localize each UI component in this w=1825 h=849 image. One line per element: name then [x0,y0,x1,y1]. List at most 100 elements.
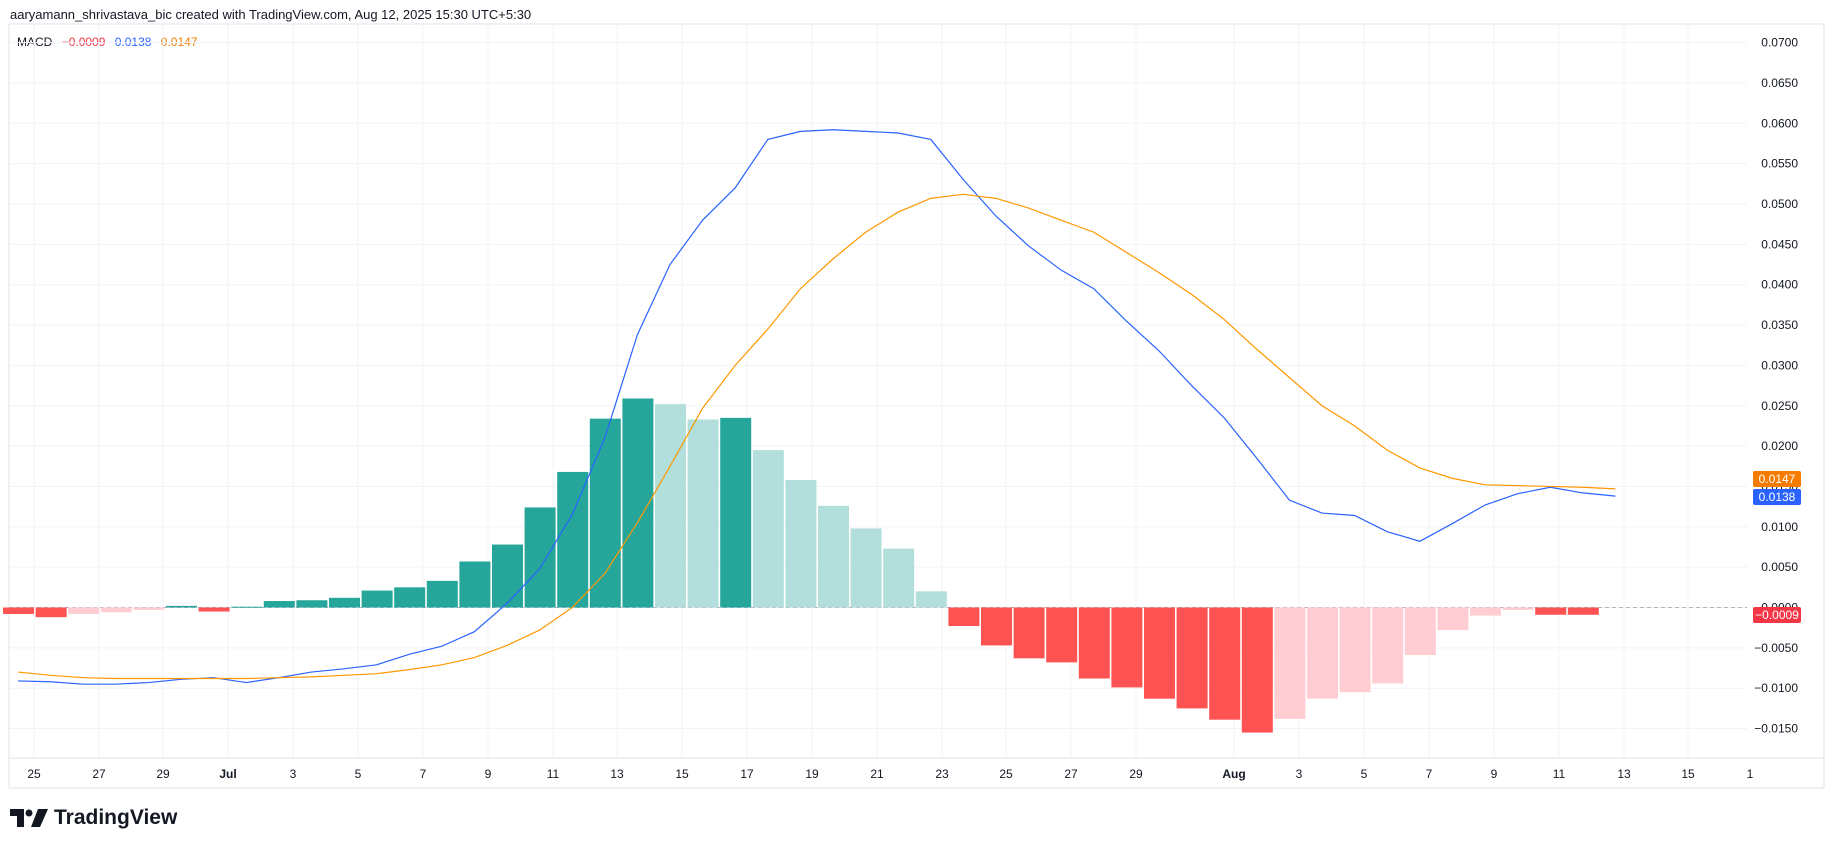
signal-line [17,193,1616,680]
signal-value-badge-text: 0.0147 [1759,472,1796,486]
histogram-bar [166,605,197,608]
x-tick-label: 23 [935,767,949,781]
histogram-bar [1176,607,1208,709]
indicator-legend[interactable]: MACD −0.0009 0.0138 0.0147 [17,35,204,49]
histogram-bar [426,580,458,608]
legend-indicator-name: MACD [17,35,53,49]
histogram-bar [394,587,426,608]
histogram-bar [1046,607,1078,663]
histogram-bar [296,600,328,608]
footer-brand: TradingView [54,806,178,829]
x-tick-label: Aug [1222,767,1245,781]
histogram-bar [948,607,980,627]
histogram-bar [133,607,165,610]
histogram-bar [1111,607,1143,688]
histogram-bar [981,607,1012,646]
histogram-bar [850,528,882,608]
x-tick-label: 25 [27,767,41,781]
signal-value-badge-bg [1753,471,1801,487]
x-tick-label: 17 [740,767,754,781]
x-tick-label: 15 [675,767,689,781]
x-tick-label: 11 [1553,767,1566,781]
y-tick-label: 0.0100 [1761,520,1798,534]
histogram-bar [35,607,67,618]
histogram-bar [231,606,263,608]
y-tick-label: −0.0050 [1754,641,1798,655]
x-tick-label: 19 [805,767,819,781]
macd-value-badge: 0.0138 [1753,489,1801,505]
price-axis[interactable]: 0.0700 0.0650 0.0600 0.0550 0.0500 0.0450 0.04… [1754,36,1798,736]
macd-line [17,129,1616,685]
x-tick-label: 13 [610,767,624,781]
histogram-bar [1502,607,1534,610]
histogram-bar [687,419,719,608]
chart-border [8,23,1825,789]
histogram-bar [100,607,132,613]
x-tick-label: 9 [485,767,492,781]
tradingview-logo-icon [10,809,48,827]
y-tick-label: 0.0200 [1761,439,1798,453]
x-tick-label: 29 [156,767,170,781]
histogram-bar [3,607,34,614]
histogram-bar [1013,607,1045,659]
x-tick-label: 15 [1681,767,1695,781]
histogram-bar [524,507,556,608]
histogram-bar [492,544,523,608]
histogram-bar [1078,607,1110,679]
histogram-bar [1209,607,1241,720]
x-tick-label: 7 [1426,767,1433,781]
x-tick-label: 1 [1747,767,1754,781]
histogram-bar [263,601,295,608]
legend-histogram-value: −0.0009 [61,35,106,49]
histogram-bar [655,404,686,608]
x-tick-label: 5 [1361,767,1368,781]
time-axis[interactable]: 25 27 29 Jul 3 5 7 9 11 13 15 17 19 21 23 25 27 29 Aug 3 5 7 9… [27,767,1753,781]
y-tick-label: 0.0350 [1761,318,1798,332]
tradingview-logo[interactable]: TradingView [10,806,177,830]
x-tick-label: 7 [420,767,427,781]
x-tick-label: 5 [355,767,362,781]
histogram-bar [589,418,621,608]
histogram-bar [915,591,947,608]
histogram-bar [752,450,784,608]
histogram-bar [1241,607,1273,733]
legend-macd-value: 0.0138 [114,35,152,49]
histogram-bar [785,479,817,608]
y-tick-label: 0.0250 [1761,399,1798,413]
x-tick-label: 21 [870,767,884,781]
histogram-value-badge-text: −0.0009 [1755,608,1799,622]
x-tick-label: 9 [1491,767,1498,781]
x-tick-label: 3 [290,767,297,781]
y-tick-label: 0.0500 [1761,197,1798,211]
histogram-bar [557,471,589,608]
y-tick-label: 0.0450 [1761,237,1798,251]
histogram-bar [1437,607,1469,631]
x-tick-label: 29 [1129,767,1143,781]
x-tick-label: 25 [999,767,1013,781]
histogram-bar [883,548,915,608]
histogram-bar [1372,607,1404,684]
y-tick-label: 0.0300 [1761,358,1798,372]
y-tick-label: 0.0650 [1761,76,1798,90]
histogram-bar [329,597,360,608]
histogram-bar [1144,607,1175,699]
y-tick-label: 0.0700 [1761,36,1798,50]
y-tick-label: 0.0400 [1761,278,1798,292]
histogram-value-badge: −0.0009 [1753,607,1801,623]
x-tick-label: 13 [1617,767,1631,781]
y-tick-label: −0.0100 [1754,681,1798,695]
histogram-bar [361,590,393,608]
legend-signal-value: 0.0147 [160,35,198,49]
histogram-bar [198,607,230,612]
x-tick-label: 27 [92,767,106,781]
grid-lines [9,24,1747,758]
histogram-bar [1567,607,1599,615]
x-tick-label: 3 [1296,767,1303,781]
histogram-bar [720,417,752,608]
histogram-bars [3,398,1599,733]
indicator-lines [17,129,1616,685]
value-badges: 0.0147 0.0138 −0.0009 [1753,471,1801,623]
histogram-value-badge-bg [1753,607,1801,623]
histogram-bar [459,561,491,608]
